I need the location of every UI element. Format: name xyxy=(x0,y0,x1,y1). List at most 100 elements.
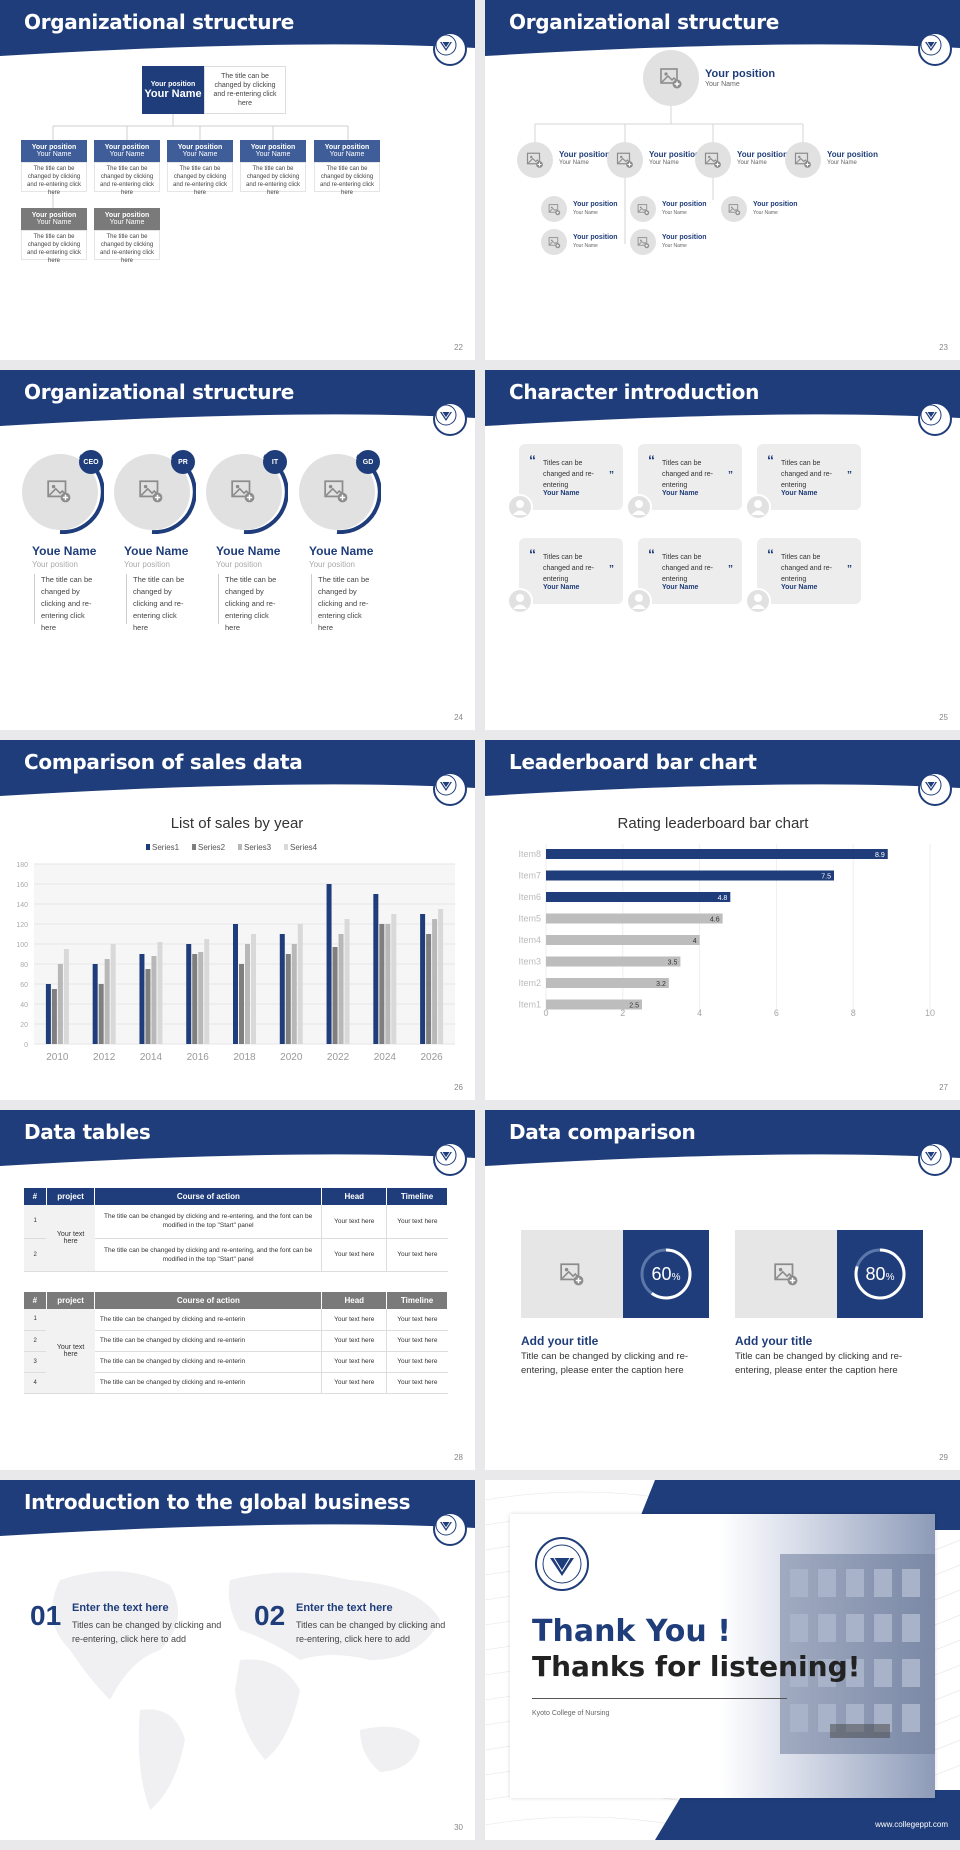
person-position: Your position xyxy=(32,560,78,569)
position-label: Your position xyxy=(177,144,223,151)
position-card[interactable]: Your position Your Name xyxy=(94,140,160,162)
position-label: Your position xyxy=(104,212,150,219)
chart-title: Rating leaderboard bar chart xyxy=(618,815,810,832)
avatar-placeholder[interactable] xyxy=(541,229,567,255)
quote-author: Your Name xyxy=(781,490,818,497)
table-header-row: # project Course of action Head Timeline xyxy=(24,1188,448,1205)
timeline-cell: Your text here xyxy=(386,1205,448,1239)
position-description-box: The title can be changed by clicking and… xyxy=(314,162,380,196)
table-row[interactable]: 3 The title can be changed by clicking an… xyxy=(24,1351,448,1373)
percentage-value: 80 xyxy=(865,1264,886,1284)
person-name: Youe Name xyxy=(124,544,189,558)
quote-card[interactable]: “ ” Titles can be changed and re-entering Y… xyxy=(638,538,742,604)
table-header-cell: Course of action xyxy=(94,1188,323,1205)
item-number: 02 xyxy=(254,1600,286,1631)
name-label: Your Name xyxy=(36,151,72,158)
name-label: Your Name xyxy=(36,219,72,226)
quote-card[interactable]: “ ” Titles can be changed and re-entering Y… xyxy=(757,444,861,510)
position-card[interactable]: Your position Your Name xyxy=(314,140,380,162)
slide-23: Organizational structure Your position You… xyxy=(485,0,960,360)
top-avatar-placeholder[interactable] xyxy=(643,50,699,106)
table-row[interactable]: 4 The title can be changed by clicking an… xyxy=(24,1372,448,1394)
quote-card[interactable]: “ ” Titles can be changed and re-entering Y… xyxy=(638,444,742,510)
quote-text: Titles can be changed and re-entering xyxy=(662,460,713,489)
avatar-placeholder[interactable] xyxy=(695,142,731,178)
image-placeholder-icon xyxy=(323,478,349,504)
action-cell: The title can be changed by clicking and… xyxy=(94,1351,322,1373)
slide-header: Character introduction xyxy=(485,370,960,436)
avatar-placeholder[interactable] xyxy=(541,196,567,222)
bar-series4-2024 xyxy=(391,914,397,1044)
school-logo-icon xyxy=(433,402,467,436)
slide-title: Introduction to the global business xyxy=(24,1490,411,1514)
x-tick-label: 6 xyxy=(774,1008,779,1018)
percentage-label: 80% xyxy=(837,1264,923,1285)
percentage-sign: % xyxy=(885,1272,895,1283)
person-position: Your position xyxy=(309,560,355,569)
table-row[interactable]: 1 Your text here The title can be changed … xyxy=(24,1309,448,1394)
bar-series1-2010 xyxy=(45,984,51,1044)
position-card[interactable]: Your position Your Name xyxy=(21,140,87,162)
head-cell: Your text here xyxy=(321,1330,387,1352)
avatar-placeholder[interactable] xyxy=(630,229,656,255)
avatar-placeholder[interactable] xyxy=(785,142,821,178)
quote-close-icon: ” xyxy=(609,470,614,481)
position-description: The title can be changed by clicking and… xyxy=(26,234,82,264)
name-label: Your Name xyxy=(255,151,291,158)
avatar-placeholder[interactable] xyxy=(721,196,747,222)
quote-open-icon: “ xyxy=(648,452,655,468)
quote-author: Your Name xyxy=(543,584,580,591)
bar-series3-2012 xyxy=(104,959,110,1044)
top-description: The title can be changed by clicking and… xyxy=(213,73,277,107)
bar-series2-2016 xyxy=(192,954,198,1044)
quote-author: Your Name xyxy=(543,490,580,497)
head-cell: Your text here xyxy=(321,1351,387,1373)
table-header-cell: project xyxy=(46,1292,96,1309)
head-cell: Your text here xyxy=(321,1238,387,1272)
position-card[interactable]: Your position Your Name xyxy=(21,208,87,230)
image-placeholder[interactable] xyxy=(735,1230,837,1318)
quote-text: Titles can be changed and re-entering xyxy=(781,554,832,583)
person-description: The title can be changed by clicking and… xyxy=(133,575,185,632)
table-row[interactable]: 2 The title can be changed by clicking an… xyxy=(24,1238,448,1272)
quote-card[interactable]: “ ” Titles can be changed and re-entering Y… xyxy=(519,444,623,510)
person-description-box: The title can be changed by clicking and… xyxy=(218,574,284,632)
image-placeholder[interactable] xyxy=(521,1230,623,1318)
data-label: 3.5 xyxy=(668,960,678,967)
top-position-box[interactable]: Your position Your Name xyxy=(142,66,204,114)
data-table: # project Course of action Head Timeline 1 You… xyxy=(24,1292,448,1394)
slide-title: Character introduction xyxy=(509,380,760,404)
quote-card[interactable]: “ ” Titles can be changed and re-entering Y… xyxy=(519,538,623,604)
slide-22: Organizational structure Your position You… xyxy=(0,0,475,360)
bar-series2-2020 xyxy=(285,954,291,1044)
position-label: Your position xyxy=(573,201,618,208)
top-position-label: Your position xyxy=(150,80,196,88)
position-description-box: The title can be changed by clicking and… xyxy=(167,162,233,196)
position-description: The title can be changed by clicking and… xyxy=(26,166,82,196)
y-tick-label: 180 xyxy=(16,862,28,869)
action-cell: The title can be changed by clicking and… xyxy=(94,1372,322,1394)
slide-header: Organizational structure xyxy=(0,370,475,436)
table-row[interactable]: 1 Your text here The title can be changed … xyxy=(24,1205,448,1272)
table-row[interactable]: 2 The title can be changed by clicking an… xyxy=(24,1330,448,1352)
timeline-cell: Your text here xyxy=(386,1238,448,1272)
person-description: The title can be changed by clicking and… xyxy=(225,575,277,632)
avatar-placeholder[interactable] xyxy=(607,142,643,178)
position-card[interactable]: Your position Your Name xyxy=(240,140,306,162)
quote-card[interactable]: “ ” Titles can be changed and re-entering Y… xyxy=(757,538,861,604)
position-card[interactable]: Your position Your Name xyxy=(94,208,160,230)
x-tick-label: 2020 xyxy=(280,1052,303,1063)
name-label: Your Name xyxy=(827,160,857,166)
website-link[interactable]: www.collegeppt.com xyxy=(875,1820,948,1829)
item-heading: Enter the text here xyxy=(296,1602,393,1614)
table-header-cell: Head xyxy=(321,1292,388,1309)
avatar-placeholder[interactable] xyxy=(517,142,553,178)
position-card[interactable]: Your position Your Name xyxy=(167,140,233,162)
avatar-placeholder[interactable] xyxy=(630,196,656,222)
bar-series4-2012 xyxy=(110,944,116,1044)
legend-swatch xyxy=(192,844,196,850)
divider-line xyxy=(532,1698,787,1699)
bar-series2-2018 xyxy=(239,964,244,1044)
row-number-cell: 2 xyxy=(24,1330,47,1352)
world-map-background xyxy=(0,1540,475,1840)
